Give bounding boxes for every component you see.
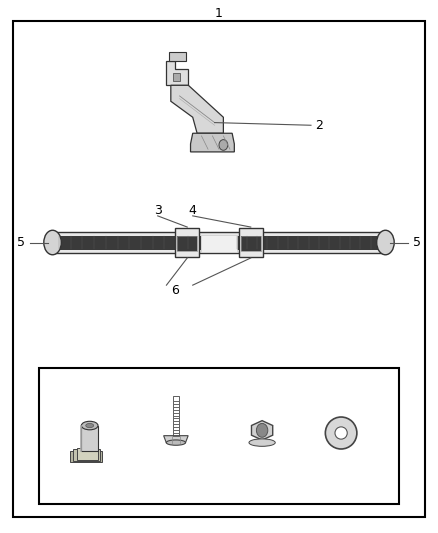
- Bar: [241, 236, 261, 251]
- Ellipse shape: [81, 421, 98, 430]
- Bar: [241, 236, 261, 251]
- Polygon shape: [166, 61, 188, 85]
- Bar: [201, 235, 237, 252]
- Text: 5: 5: [17, 236, 25, 249]
- Ellipse shape: [249, 439, 275, 446]
- Bar: [173, 73, 180, 81]
- Polygon shape: [171, 85, 223, 133]
- Ellipse shape: [325, 417, 357, 449]
- Ellipse shape: [44, 230, 61, 255]
- Bar: [39, 368, 399, 504]
- Bar: [77, 448, 98, 460]
- Text: 2: 2: [315, 119, 323, 132]
- Polygon shape: [251, 421, 273, 440]
- Ellipse shape: [250, 440, 274, 445]
- Text: 4: 4: [189, 204, 197, 217]
- Bar: [173, 395, 179, 435]
- Text: 5: 5: [413, 236, 421, 249]
- Ellipse shape: [377, 230, 394, 255]
- Bar: [237, 236, 381, 250]
- Bar: [175, 228, 199, 257]
- Ellipse shape: [166, 440, 186, 445]
- Bar: [70, 450, 102, 462]
- Bar: [169, 52, 186, 61]
- Polygon shape: [164, 435, 188, 442]
- Bar: [177, 236, 197, 251]
- Bar: [81, 425, 98, 451]
- Bar: [53, 232, 385, 253]
- Ellipse shape: [335, 427, 347, 439]
- Bar: [74, 449, 100, 461]
- Bar: [177, 236, 197, 251]
- Circle shape: [256, 423, 268, 437]
- Text: 6: 6: [171, 284, 179, 297]
- Ellipse shape: [86, 423, 94, 427]
- Bar: [239, 228, 263, 257]
- Polygon shape: [191, 133, 234, 152]
- Circle shape: [219, 140, 228, 150]
- Bar: [57, 236, 201, 250]
- Text: 1: 1: [215, 7, 223, 20]
- Text: 3: 3: [154, 204, 162, 217]
